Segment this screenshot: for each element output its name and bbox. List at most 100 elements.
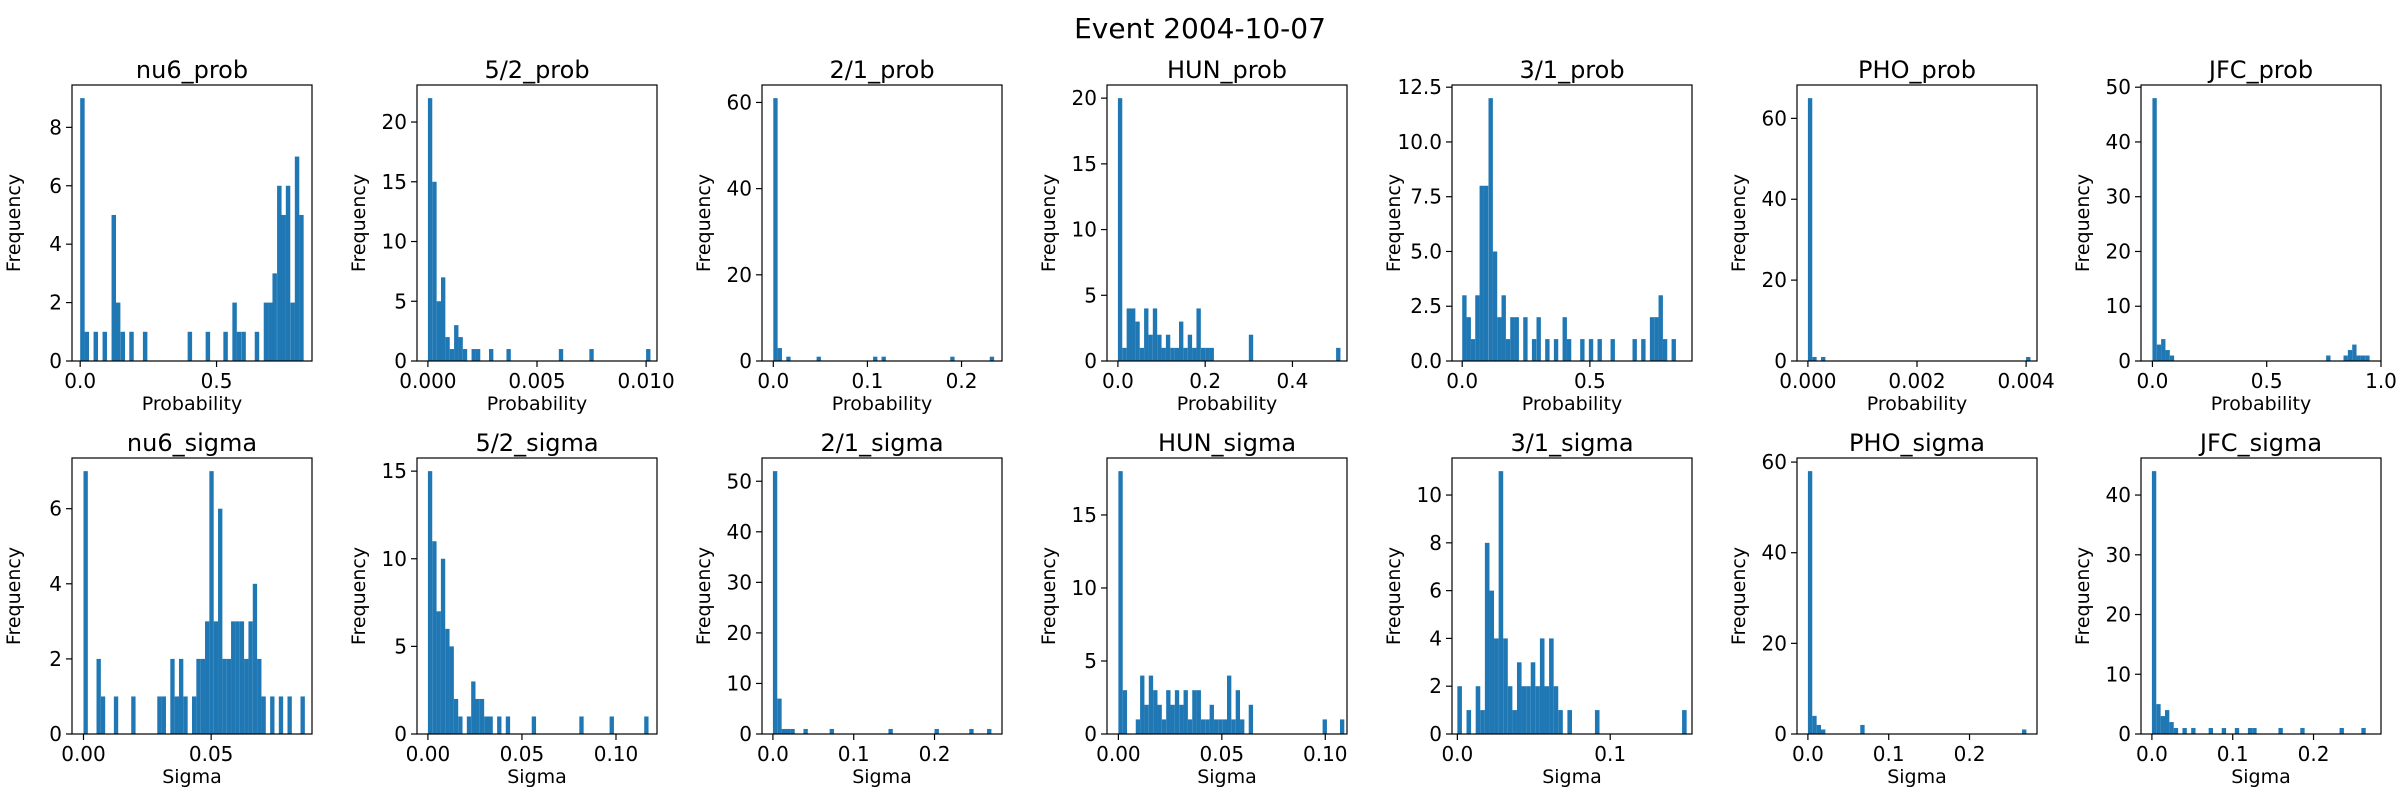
y-axis-label: Frequency (693, 547, 715, 645)
histogram-bar (2221, 728, 2227, 734)
x-tick-label: 1.0 (2365, 369, 2397, 393)
histogram-bar (1523, 317, 1528, 361)
y-axis-label: Frequency (1038, 174, 1060, 272)
y-tick-label: 10 (2106, 662, 2131, 686)
x-tick-label: 0.05 (500, 742, 545, 766)
histogram-bar (1196, 690, 1201, 734)
histogram-bar (161, 696, 166, 734)
histogram-bar (445, 337, 450, 361)
y-tick-label: 40 (1762, 187, 1787, 211)
histogram-bar (2347, 350, 2353, 361)
axes-frame (1106, 84, 1348, 362)
histogram-bar (270, 696, 275, 734)
histogram-bar (1512, 710, 1517, 734)
x-axis-label: Sigma (507, 766, 567, 788)
histogram-bar (183, 696, 188, 734)
axes-frame (1106, 457, 1348, 735)
histogram-panel: 0.00 0.05 0.10 0 5 10 15 5/2_sigma Sigma Frequenc… (348, 429, 658, 788)
histogram-bar (1821, 729, 1826, 734)
histogram-bar (436, 301, 441, 361)
x-tick-label: 0.05 (1200, 742, 1245, 766)
y-tick-label: 50 (727, 469, 752, 493)
histogram-bar (261, 696, 266, 734)
histogram-bar (881, 356, 886, 361)
histogram-bar (1498, 471, 1504, 734)
histogram-bar (1131, 308, 1136, 361)
histogram-bar (2352, 344, 2357, 361)
histogram-bar (239, 621, 245, 734)
histogram-bar (1192, 347, 1197, 361)
histogram-bar (466, 716, 472, 734)
histogram-bar (1654, 317, 1659, 361)
histogram-bar (142, 331, 148, 361)
histogram-bar (1610, 339, 1615, 361)
histogram-bar (1157, 334, 1162, 361)
y-tick-label: 0 (394, 722, 407, 746)
histogram-panel: 0.000 0.002 0.004 0 20 40 60 PHO_prob Probabilit… (1728, 56, 2055, 415)
histogram-bar (1139, 347, 1145, 361)
histogram-bar (157, 696, 162, 734)
histogram-bar (432, 541, 437, 734)
axes-frame (71, 84, 313, 362)
axes-frame (1796, 457, 2038, 735)
histogram-bar (1536, 317, 1541, 361)
histogram-bar (226, 658, 232, 734)
x-axis-label: Sigma (1887, 766, 1947, 788)
axes-frame (761, 84, 1003, 362)
y-tick-label: 10 (1072, 218, 1097, 242)
histogram-bar (1475, 686, 1481, 734)
histogram-bar (102, 331, 108, 361)
histogram-bar (178, 658, 184, 734)
histogram-panel: 0.0 0.1 0.2 0 10 20 30 40 JFC_sigma Sigma Frequenc… (2072, 429, 2382, 788)
histogram-bar (2165, 350, 2170, 361)
histogram-bar (1218, 719, 1223, 734)
histogram-bar (445, 628, 450, 734)
histogram-bar (1170, 704, 1175, 734)
histogram-bar (1200, 347, 1206, 361)
histogram-bar (1157, 704, 1162, 734)
histogram-bar (2026, 356, 2031, 361)
histogram-bar (1530, 662, 1536, 734)
histogram-bar (1492, 251, 1498, 361)
axes-frame (416, 457, 658, 735)
y-tick-label: 60 (1762, 106, 1787, 130)
x-tick-label: 0.1 (838, 742, 870, 766)
y-axis-label: Frequency (348, 547, 370, 645)
y-axis-label: Frequency (3, 174, 25, 272)
x-axis-label: Probability (1867, 393, 1967, 415)
histogram-bar (1526, 686, 1531, 734)
histogram-bar (1165, 334, 1171, 361)
histogram-bar (2156, 344, 2162, 361)
x-tick-label: 0.2 (919, 742, 951, 766)
histogram-bar (1209, 347, 1214, 361)
y-tick-label: 10 (727, 671, 752, 695)
x-tick-label: 0.005 (508, 369, 565, 393)
y-tick-label: 30 (2106, 543, 2131, 567)
histogram-bar (1807, 471, 1813, 734)
histogram-bar (1122, 347, 1127, 361)
histogram-bar (196, 658, 201, 734)
y-tick-label: 20 (1762, 631, 1787, 655)
histogram-bar (299, 214, 304, 361)
x-axis-label: Probability (487, 393, 587, 415)
axes-frame (1451, 457, 1693, 735)
panel-title: 5/2_prob (484, 56, 589, 84)
histogram-panel: 0.000 0.005 0.010 0 5 10 15 20 5/2_prob Probabili… (348, 56, 675, 415)
histogram-bar (644, 716, 649, 734)
histogram-bar (1501, 295, 1506, 361)
x-axis-label: Probability (142, 393, 242, 415)
histogram-bar (213, 621, 219, 734)
x-tick-label: 0.0 (757, 742, 789, 766)
histogram-bar (2326, 355, 2331, 361)
histogram-bar (1117, 98, 1123, 361)
histogram-bar (458, 716, 463, 734)
x-tick-label: 0.0 (1441, 742, 1473, 766)
histogram-bar (248, 621, 253, 734)
histogram-bar (2156, 704, 2161, 734)
y-tick-label: 0 (394, 349, 407, 373)
histogram-bar (462, 349, 468, 361)
x-tick-label: 0.5 (201, 369, 233, 393)
histogram-bar (2182, 728, 2187, 734)
x-tick-label: 0.2 (1189, 369, 1221, 393)
